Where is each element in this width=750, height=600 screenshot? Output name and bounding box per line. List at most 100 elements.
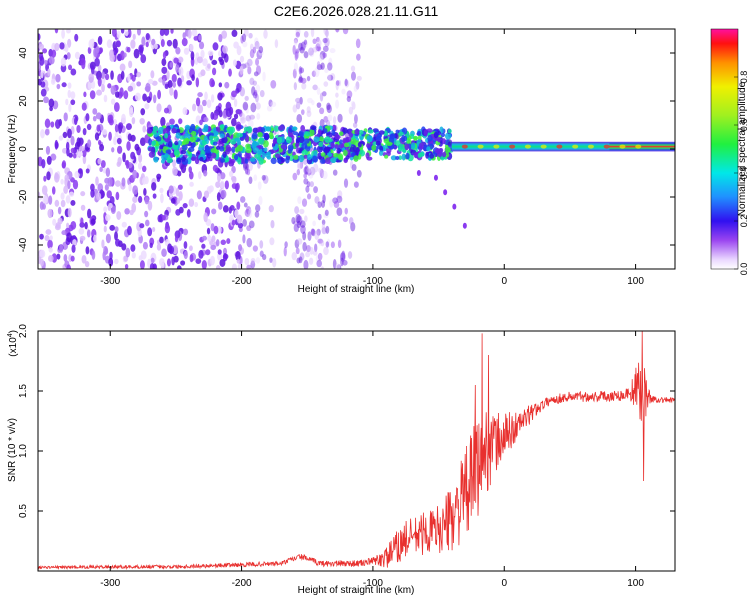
spectrogram-cell (302, 40, 308, 48)
spectrogram-cell (295, 48, 300, 54)
spectrogram-cell (41, 185, 48, 196)
spectrogram-cell (193, 35, 199, 41)
spectrogram-cell (339, 252, 346, 262)
spectrogram-cell (162, 127, 169, 135)
spectrogram-cell (294, 50, 300, 59)
spectrogram-cell (164, 83, 169, 90)
spectrogram-cell (81, 102, 87, 111)
spectrogram-cell (201, 260, 207, 269)
spectrogram-cell (298, 149, 303, 154)
spectrogram-cell (171, 73, 177, 83)
spectrogram-cell (254, 210, 260, 218)
spectrogram-cell (61, 29, 66, 39)
spectrogram-cell (298, 66, 303, 75)
spectrogram-cell (103, 206, 108, 213)
spectrogram-cell (308, 47, 314, 56)
spectrogram-cell (218, 82, 223, 88)
spectrogram-cell (95, 112, 102, 120)
spectrogram-cell (299, 67, 305, 74)
spectrogram-cell (342, 259, 348, 266)
spectrogram-cell (242, 218, 247, 227)
spectrogram-cell (166, 70, 170, 80)
spectrogram-cell (55, 73, 61, 83)
spectrogram-cell (39, 233, 44, 240)
spectrogram-cell (244, 257, 250, 266)
spectrogram-cell (235, 250, 241, 261)
spectrogram-cell (190, 130, 197, 137)
spectrogram-cell (259, 240, 264, 249)
spectrogram-cell (234, 209, 239, 218)
spectrogram-cell (101, 129, 108, 135)
spectrogram-cell (216, 192, 221, 202)
spectrogram-cell (127, 225, 132, 236)
spectrogram-cell (284, 241, 288, 248)
spectrogram-cell (101, 71, 106, 80)
spectrogram-cell (254, 40, 260, 50)
spectrogram-cell (191, 156, 196, 162)
spectrogram-cell (86, 229, 91, 238)
spectrogram-cell (121, 221, 127, 228)
spectrogram-cell (323, 212, 329, 219)
spectrogram-cell (166, 39, 173, 47)
spectrogram-cell (307, 231, 312, 241)
spectrogram-cell (291, 251, 297, 261)
spectrogram-cell (299, 46, 305, 54)
spectrogram-cell (131, 252, 136, 259)
spectrogram-cell (72, 153, 77, 159)
spectrogram-cell (324, 68, 329, 74)
spectrogram-cell (132, 33, 136, 40)
spectrogram-cell (235, 182, 240, 191)
spectrogram-cell (259, 89, 265, 98)
spectrogram-cell (121, 177, 126, 187)
spectrogram-cell (39, 258, 44, 267)
spectrogram-cell (245, 115, 252, 122)
spectrogram-cell (146, 96, 151, 104)
spectrogram-cell (124, 208, 130, 215)
spectrogram-cell (346, 95, 351, 102)
spectrogram-cell (173, 57, 179, 64)
spectrogram-cell (309, 166, 316, 176)
spectrogram-cell (248, 176, 253, 185)
spectrogram-cell (357, 141, 362, 148)
spectrogram-cell (175, 208, 181, 216)
spectrogram-cell (244, 208, 251, 217)
spectrogram-cell (141, 165, 147, 173)
spectrogram-cell (90, 189, 95, 198)
spectrogram-cell (48, 195, 53, 205)
spectrogram-cell (299, 208, 305, 215)
spectrogram-cell (389, 133, 396, 140)
spectrogram-cell (74, 33, 79, 42)
spectrogram-cell (323, 81, 329, 87)
spectrogram-cell (82, 128, 87, 136)
spectrogram-cell (51, 186, 56, 195)
spectrogram-cell (292, 68, 297, 79)
y-tick-label: 0.5 (18, 504, 29, 518)
spectrogram-cell (83, 91, 87, 98)
spectrogram-cell (236, 45, 242, 56)
y-tick-label: 1.5 (18, 384, 29, 398)
spectrogram-cell (353, 85, 358, 92)
spectrogram-cell (294, 239, 300, 249)
spectrogram-cell (182, 228, 189, 236)
spectrogram-cell (255, 257, 261, 264)
spectrogram-cell (205, 146, 211, 154)
spectrogram-cell (316, 39, 322, 47)
spectrogram-cell (184, 124, 191, 131)
spectrogram-cell (115, 238, 121, 247)
spectrogram-cell (169, 62, 173, 68)
spectrogram-cell (85, 246, 90, 255)
spectrogram-cell (393, 144, 398, 150)
spectrogram-cell (195, 258, 202, 264)
spectrogram-cell (359, 129, 364, 135)
spectrogram-cell (258, 157, 264, 165)
spectrogram-cell (148, 138, 153, 146)
spectrogram-cell (272, 258, 277, 268)
spectrogram-cell (320, 62, 325, 70)
spectrogram-cell (151, 182, 157, 191)
spectrogram-cell (332, 169, 338, 176)
spectrogram-cell (298, 130, 305, 138)
spectrogram-cell (173, 149, 180, 156)
spectrogram-cell (175, 64, 180, 73)
spectrogram-cell (151, 38, 156, 46)
spectrogram-cell (187, 146, 195, 153)
